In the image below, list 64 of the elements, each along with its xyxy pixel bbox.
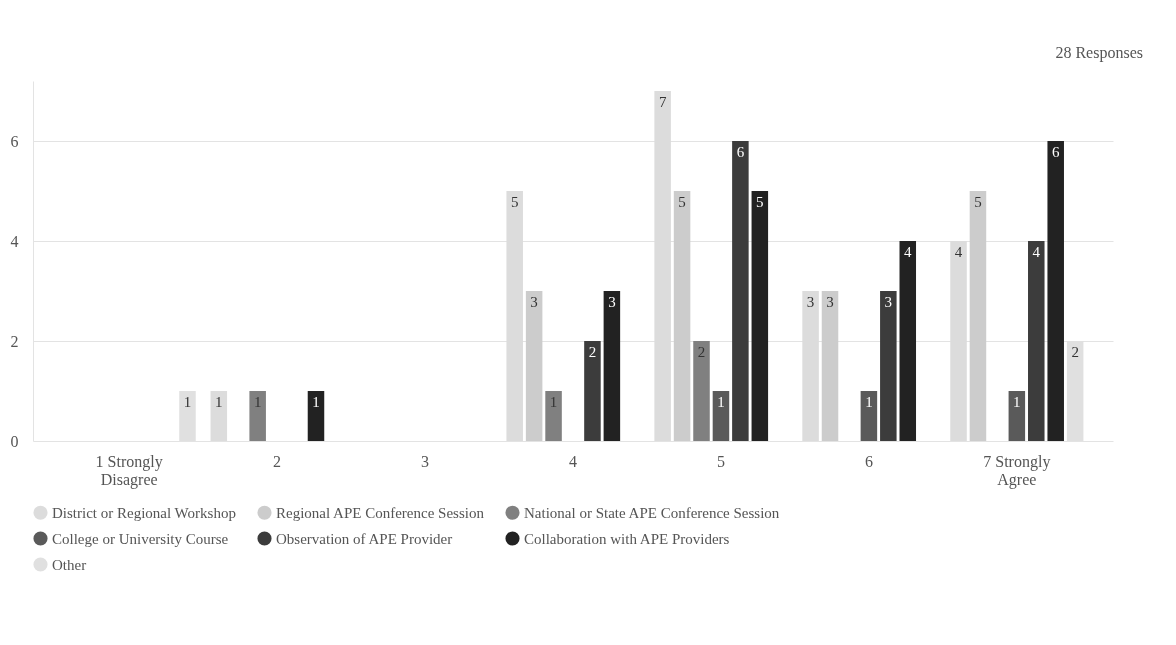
data-label: 1	[215, 394, 223, 410]
bar	[712, 391, 730, 441]
bar	[525, 291, 543, 441]
y-tick-label: 0	[10, 432, 19, 450]
legend-label: District or Regional Workshop	[52, 504, 236, 521]
data-label: 5	[756, 194, 764, 210]
data-label: 4	[904, 244, 913, 260]
data-label: 5	[510, 194, 519, 210]
data-label: 4	[954, 244, 963, 260]
data-label: 3	[884, 294, 893, 310]
data-label: 2	[588, 344, 597, 360]
x-tick-label: 6	[864, 452, 873, 470]
bar	[880, 291, 897, 441]
data-label: 7	[658, 94, 667, 110]
data-label: 1	[549, 394, 558, 410]
bar	[1047, 141, 1064, 441]
x-tick-label: 5	[716, 452, 725, 470]
data-label: 2	[697, 344, 706, 360]
y-tick-label: 2	[10, 332, 19, 350]
bar	[732, 141, 749, 441]
bar	[969, 191, 987, 441]
data-label: 1	[253, 394, 262, 410]
bar	[751, 191, 769, 441]
data-label: 3	[826, 294, 834, 310]
legend-label: Collaboration with APE Providers	[524, 530, 730, 547]
data-label: 1	[1013, 394, 1021, 410]
x-tick-label: 1 Strongly Disagree	[95, 452, 163, 489]
data-label: 4	[1032, 244, 1041, 260]
data-label: 1	[865, 394, 873, 410]
y-tick-label: 4	[10, 232, 19, 250]
bar	[1028, 241, 1045, 441]
data-label: 2	[1071, 344, 1079, 360]
data-label: 1	[717, 394, 725, 410]
data-label: 5	[678, 194, 686, 210]
y-tick-label: 6	[10, 132, 19, 150]
x-tick-label: 3	[421, 452, 430, 470]
x-tick-label: 4	[569, 452, 577, 470]
x-tick-label: 2	[273, 452, 282, 470]
data-label: 3	[806, 294, 815, 310]
bar	[1008, 391, 1026, 441]
bar	[584, 341, 601, 441]
legend-label: Observation of APE Provider	[276, 530, 453, 547]
bar	[821, 291, 839, 441]
bar	[693, 341, 710, 441]
data-label: 3	[530, 294, 538, 310]
data-label: 6	[1051, 144, 1060, 160]
x-tick-label: 7 Strongly Agree	[983, 452, 1051, 489]
bar	[860, 391, 878, 441]
data-label: 5	[974, 194, 982, 210]
legend-label: College or University Course	[52, 530, 229, 547]
data-label: 1	[312, 394, 320, 410]
bar	[603, 291, 621, 441]
text: 28 Responses	[1055, 44, 1143, 62]
data-label: 6	[736, 144, 745, 160]
data-label: 1	[183, 394, 192, 410]
legend-label: National or State APE Conference Session	[524, 504, 780, 521]
bar	[249, 391, 266, 441]
bar	[545, 391, 562, 441]
bar	[307, 391, 325, 441]
legend-label: Other	[52, 556, 87, 573]
legend-label: Regional APE Conference Session	[276, 504, 485, 521]
bar	[899, 241, 917, 441]
data-label: 3	[608, 294, 616, 310]
bar	[673, 191, 691, 441]
